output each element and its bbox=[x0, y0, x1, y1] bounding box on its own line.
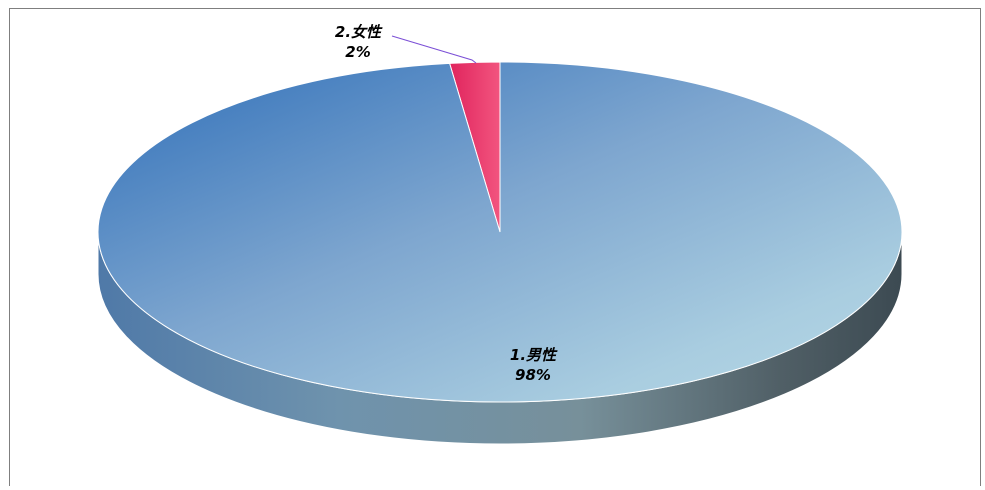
data-label-male: 1.男性 98% bbox=[510, 346, 558, 384]
data-label-female: 2.女性 2% bbox=[335, 23, 383, 61]
female-leader-line bbox=[391, 35, 477, 64]
pie-slice-male bbox=[97, 61, 903, 403]
